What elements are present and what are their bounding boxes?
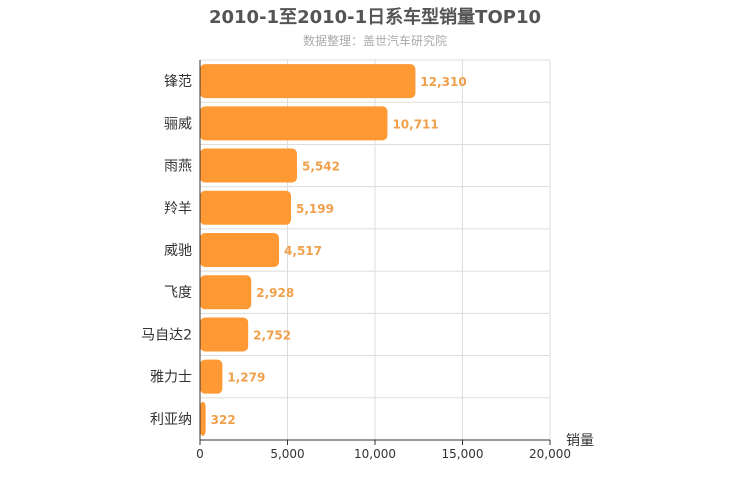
x-tick-label: 15,000 [442,447,484,461]
data-label: 5,199 [296,202,334,216]
bar-7[interactable] [200,317,249,352]
data-label: 1,279 [227,371,265,385]
category-label: 锋范 [164,73,192,90]
x-axis-title: 销量 [566,433,594,449]
category-label: 马自达2 [141,327,192,343]
bars: 12,310 10,711 5,542 5,199 4,517 2,928 2,752 1,2… [200,64,467,436]
data-label: 12,310 [420,75,466,89]
bar-8[interactable] [200,359,223,394]
bar-1[interactable] [200,64,416,99]
bar-5[interactable] [200,233,280,267]
category-label: 骊威 [164,116,192,132]
chart-title: 2010-1至2010-1日系车型销量TOP10 [209,6,541,28]
bar-3[interactable] [200,148,297,183]
category-label: 羚羊 [164,201,192,217]
category-label: 威驰 [164,243,192,259]
data-label: 4,517 [284,244,322,258]
x-tick-label: 0 [196,447,204,461]
data-label: 5,542 [302,160,340,174]
category-label: 雅力士 [150,370,192,386]
x-tick-label: 10,000 [354,447,396,461]
category-label: 利亚纳 [150,412,192,428]
bar-2[interactable] [200,106,388,141]
data-label: 322 [211,413,236,427]
bar-6[interactable] [200,275,252,310]
x-tick-label: 5,000 [270,447,304,461]
data-label: 2,928 [256,286,294,300]
data-label: 10,711 [392,117,438,131]
x-tick-label: 20,000 [529,447,571,461]
chart-subtitle: 数据整理：盖世汽车研究院 [303,33,447,48]
data-label: 2,752 [253,328,291,342]
category-label: 飞度 [164,285,192,301]
bar-9[interactable] [200,401,206,436]
category-label: 雨燕 [164,159,192,175]
bar-4[interactable] [200,190,291,225]
